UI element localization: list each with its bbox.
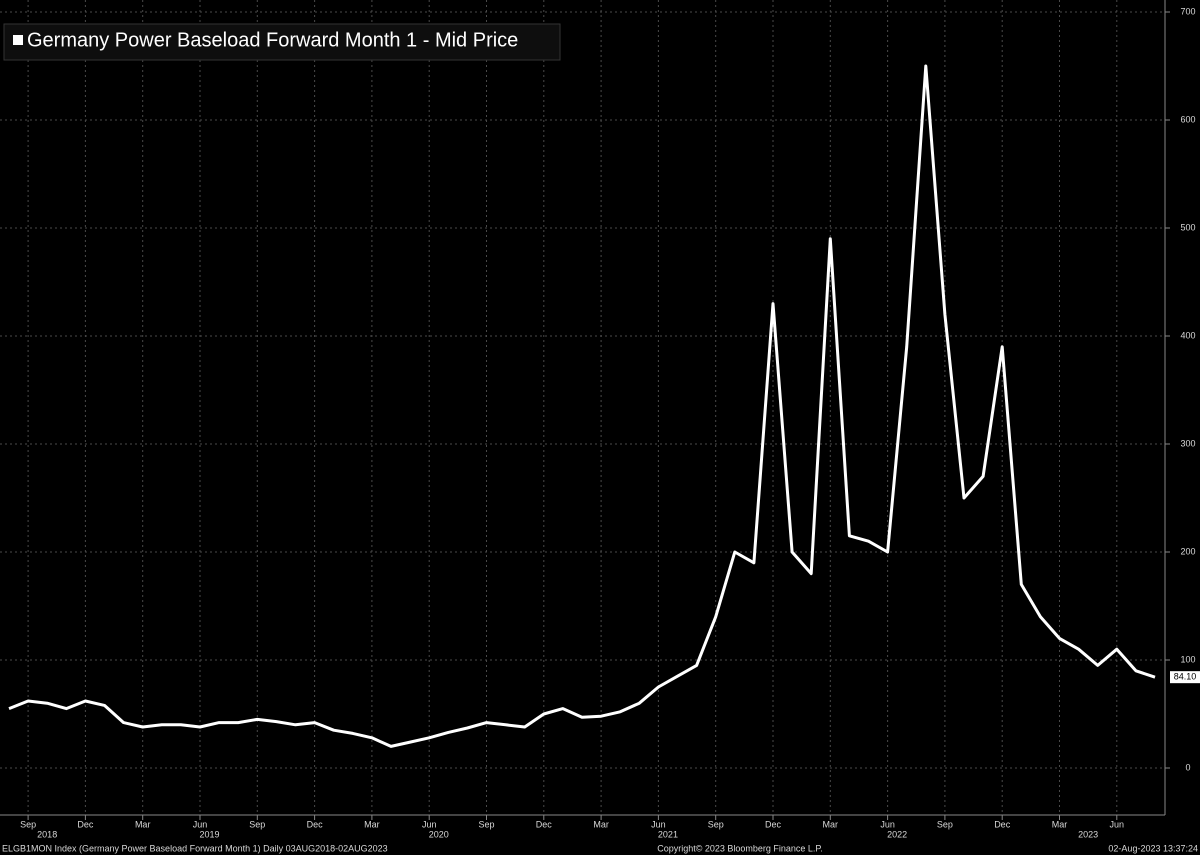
x-tick-label: Dec bbox=[994, 819, 1011, 829]
year-label: 2021 bbox=[658, 829, 678, 839]
x-tick-label: Mar bbox=[364, 819, 380, 829]
x-tick-label: Dec bbox=[307, 819, 324, 829]
y-tick-label: 200 bbox=[1180, 546, 1195, 556]
footer-center: Copyright© 2023 Bloomberg Finance L.P. bbox=[657, 843, 823, 853]
x-tick-label: Dec bbox=[536, 819, 553, 829]
x-tick-label: Mar bbox=[823, 819, 839, 829]
legend-label: Germany Power Baseload Forward Month 1 -… bbox=[27, 29, 518, 51]
x-tick-label: Jun bbox=[422, 819, 437, 829]
x-tick-label: Jun bbox=[651, 819, 666, 829]
year-label: 2019 bbox=[200, 829, 220, 839]
last-value-label: 84.10 bbox=[1174, 672, 1197, 682]
last-value-box bbox=[1170, 671, 1200, 684]
x-tick-label: Dec bbox=[77, 819, 94, 829]
legend-box bbox=[3, 23, 561, 61]
x-tick-label: Mar bbox=[135, 819, 151, 829]
x-tick-label: Dec bbox=[765, 819, 782, 829]
y-tick-label: 0 bbox=[1185, 762, 1190, 772]
y-tick-label: 700 bbox=[1180, 6, 1195, 16]
data-line bbox=[8, 64, 1156, 748]
footer-left: ELGB1MON Index (Germany Power Baseload F… bbox=[2, 843, 388, 853]
x-tick-label: Sep bbox=[478, 819, 494, 829]
year-label: 2020 bbox=[429, 829, 449, 839]
x-tick-label: Sep bbox=[937, 819, 953, 829]
y-tick-label: 300 bbox=[1180, 438, 1195, 448]
x-tick-label: Sep bbox=[708, 819, 724, 829]
y-tick-label: 400 bbox=[1180, 330, 1195, 340]
x-tick-label: Jun bbox=[880, 819, 895, 829]
x-tick-label: Mar bbox=[593, 819, 609, 829]
x-tick-label: Jun bbox=[193, 819, 208, 829]
legend-swatch bbox=[13, 35, 23, 45]
year-label: 2023 bbox=[1078, 829, 1098, 839]
y-tick-label: 500 bbox=[1180, 222, 1195, 232]
y-tick-label: 600 bbox=[1180, 114, 1195, 124]
footer-right: 02-Aug-2023 13:37:24 bbox=[1108, 843, 1198, 853]
x-tick-label: Jun bbox=[1110, 819, 1125, 829]
x-tick-label: Sep bbox=[249, 819, 265, 829]
x-tick-label: Sep bbox=[20, 819, 36, 829]
year-label: 2022 bbox=[887, 829, 907, 839]
year-label: 2018 bbox=[37, 829, 57, 839]
y-tick-label: 100 bbox=[1180, 654, 1195, 664]
x-tick-label: Mar bbox=[1052, 819, 1068, 829]
